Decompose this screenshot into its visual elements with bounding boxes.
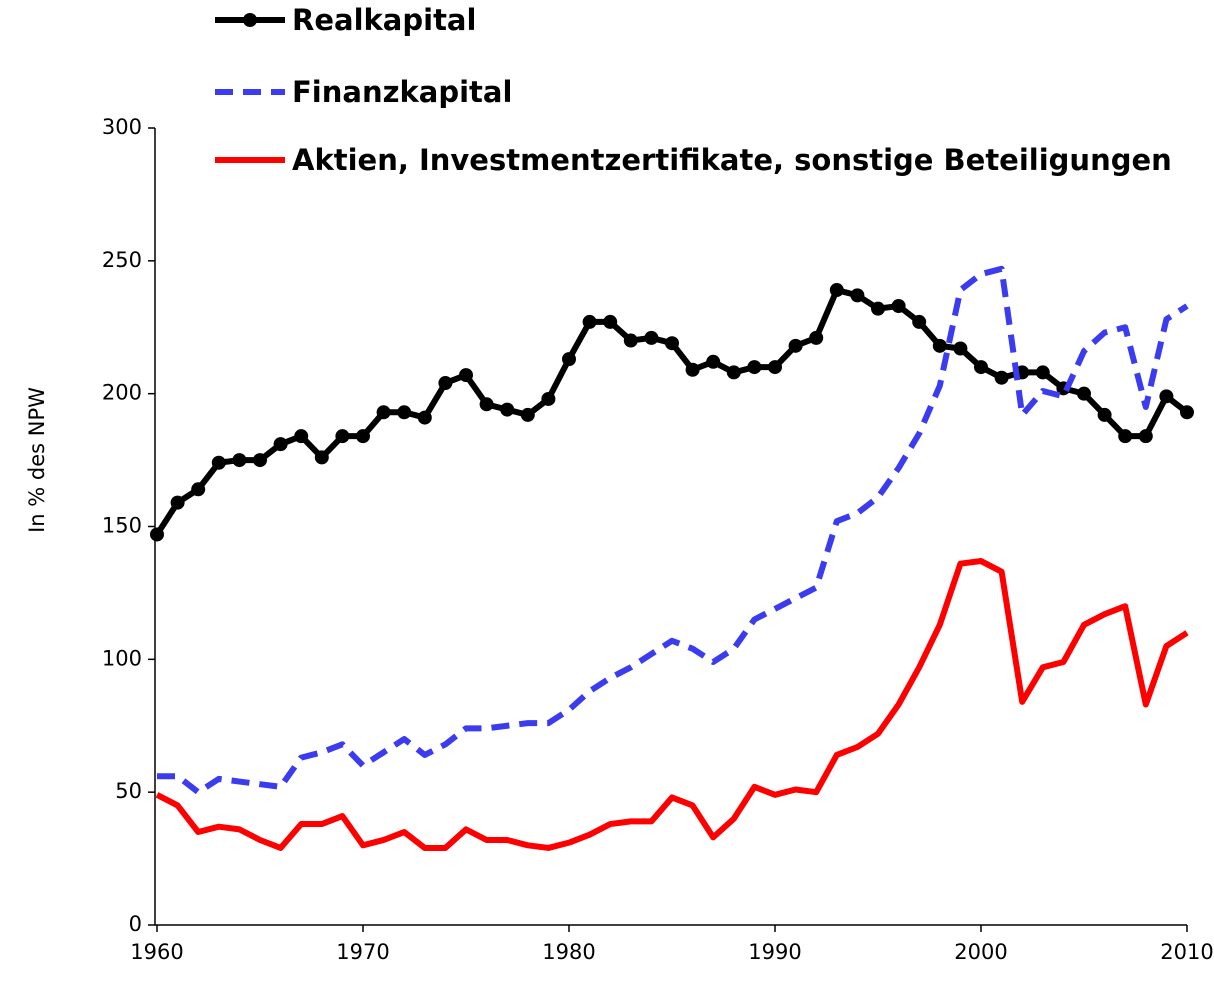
series-marker [191,482,206,497]
series-marker [541,391,556,406]
series-marker [1118,429,1133,444]
x-tick-label: 1960 [130,940,183,964]
x-tick-label: 1970 [336,940,389,964]
series-marker [356,429,370,444]
series-marker [417,410,432,425]
legend-label: Aktien, Investmentzertifikate, sonstige … [292,143,1172,177]
x-tick-label: 2010 [1160,940,1213,964]
series-marker [829,283,844,298]
series-marker [726,365,741,380]
series-marker [912,314,927,329]
series-marker [850,288,865,303]
series-marker [871,301,885,316]
y-tick-label: 250 [102,248,142,272]
series-marker [170,495,185,510]
series-marker [459,368,473,383]
series-marker [706,354,721,369]
series-line [155,558,1189,851]
series-marker [644,330,659,345]
series-marker [438,376,453,391]
series-marker [253,453,267,468]
y-tick-label: 150 [102,514,142,538]
series-marker [500,402,515,417]
series-marker [273,437,288,452]
series-marker [376,405,391,420]
series-marker [1035,365,1050,380]
series-marker [665,336,679,351]
legend-label: Finanzkapital [292,75,512,109]
series-marker [520,407,535,422]
y-tick-label: 50 [115,779,142,803]
series-marker [891,298,906,313]
series-marker [932,338,947,353]
series-marker [150,527,164,542]
series-marker [562,352,576,367]
y-tick-label: 300 [102,115,142,139]
series-marker [974,360,988,375]
series-marker [335,429,350,444]
y-axis-label: In % des NPW [25,387,49,533]
series-line [157,265,1189,796]
series-marker [603,314,618,329]
y-tick-label: 0 [129,912,142,936]
series-marker [232,453,247,468]
series-marker [1138,429,1153,444]
series-marker [623,333,638,348]
series-marker [768,360,782,375]
series-marker [809,330,824,345]
x-tick-label: 2000 [954,940,1007,964]
series-marker [582,314,597,329]
x-tick-label: 1990 [748,940,801,964]
series-marker [685,362,700,377]
series-marker [1180,405,1194,420]
x-tick-label: 1980 [542,940,595,964]
series-marker [1159,389,1174,404]
y-tick-label: 100 [102,646,142,670]
y-tick-label: 200 [102,381,142,405]
legend-marker [243,13,257,27]
series-marker [314,450,329,465]
series-marker [294,429,309,444]
series-marker [211,455,226,470]
series-marker [397,405,412,420]
series-marker [1097,407,1112,422]
legend-label: Realkapital [292,3,476,37]
series-line [154,287,1189,537]
series-marker [747,360,762,375]
series-marker [479,397,494,412]
series-marker [788,338,803,353]
series-marker [994,370,1009,385]
series-marker [953,341,968,356]
series-marker [1077,386,1091,401]
